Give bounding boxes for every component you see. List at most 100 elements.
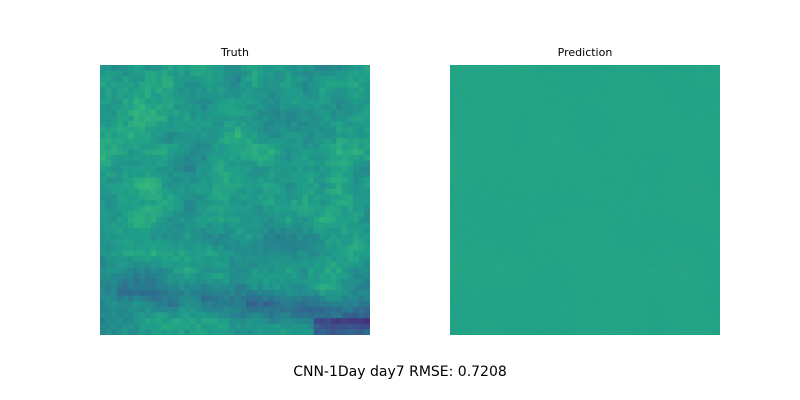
prediction-heatmap-cell (573, 126, 580, 133)
prediction-heatmap-cell (652, 216, 659, 223)
prediction-heatmap-cell (495, 183, 502, 190)
truth-heatmap-cell (167, 110, 174, 117)
truth-heatmap-cell (229, 121, 236, 128)
prediction-heatmap-cell (495, 211, 502, 218)
truth-heatmap-cell (246, 110, 253, 117)
prediction-heatmap-cell (455, 76, 462, 83)
prediction-heatmap-cell (551, 222, 558, 229)
prediction-heatmap-cell (708, 104, 715, 111)
truth-heatmap-cell (235, 132, 242, 139)
truth-heatmap-cell (263, 171, 270, 178)
truth-heatmap-cell (229, 171, 236, 178)
truth-heatmap-cell (161, 284, 168, 291)
truth-heatmap-cell (263, 70, 270, 77)
prediction-heatmap-cell (500, 273, 507, 280)
prediction-heatmap-cell (624, 278, 631, 285)
prediction-heatmap-cell (708, 171, 715, 178)
prediction-heatmap-cell (511, 177, 518, 184)
truth-heatmap-cell (128, 306, 135, 313)
prediction-heatmap-cell (528, 93, 535, 100)
truth-heatmap-cell (235, 312, 242, 319)
truth-heatmap-cell (223, 155, 230, 162)
prediction-heatmap-cell (613, 149, 620, 156)
prediction-heatmap-cell (466, 278, 473, 285)
prediction-heatmap-cell (450, 295, 457, 302)
truth-heatmap-cell (223, 211, 230, 218)
truth-heatmap-cell (313, 261, 320, 268)
prediction-heatmap-cell (585, 98, 592, 105)
prediction-heatmap-cell (450, 81, 457, 88)
truth-heatmap-cell (235, 160, 242, 167)
prediction-heatmap-cell (568, 250, 575, 257)
truth-heatmap-cell (139, 138, 146, 145)
truth-heatmap-cell (128, 211, 135, 218)
truth-heatmap-cell (308, 171, 315, 178)
prediction-heatmap-cell (579, 284, 586, 291)
prediction-heatmap-cell (618, 166, 625, 173)
truth-heatmap-cell (173, 261, 180, 268)
prediction-heatmap-cell (472, 143, 479, 150)
prediction-heatmap-cell (450, 312, 457, 319)
prediction-heatmap-cell (540, 110, 547, 117)
truth-heatmap-cell (280, 318, 287, 325)
truth-heatmap-cell (190, 132, 197, 139)
prediction-heatmap-cell (635, 306, 642, 313)
truth-heatmap-cell (167, 188, 174, 195)
truth-heatmap-cell (246, 273, 253, 280)
truth-heatmap-cell (195, 273, 202, 280)
prediction-heatmap-cell (450, 70, 457, 77)
prediction-heatmap-cell (691, 115, 698, 122)
truth-heatmap-cell (133, 278, 140, 285)
prediction-heatmap-cell (461, 256, 468, 263)
truth-heatmap-cell (257, 70, 264, 77)
prediction-heatmap-cell (607, 93, 614, 100)
truth-heatmap-cell (240, 290, 247, 297)
prediction-heatmap-cell (528, 149, 535, 156)
truth-heatmap-cell (178, 70, 185, 77)
truth-heatmap-cell (105, 228, 112, 235)
truth-heatmap-cell (105, 239, 112, 246)
truth-heatmap-cell (167, 177, 174, 184)
truth-heatmap-cell (302, 278, 309, 285)
truth-heatmap-cell (229, 115, 236, 122)
prediction-heatmap-cell (686, 306, 693, 313)
prediction-heatmap-cell (590, 273, 597, 280)
prediction-heatmap-cell (562, 239, 569, 246)
prediction-heatmap-cell (641, 216, 648, 223)
prediction-heatmap-cell (506, 188, 513, 195)
prediction-heatmap-cell (585, 233, 592, 240)
prediction-heatmap-cell (686, 256, 693, 263)
truth-heatmap-cell (268, 160, 275, 167)
prediction-heatmap-cell (517, 228, 524, 235)
prediction-heatmap-cell (596, 267, 603, 274)
prediction-heatmap-cell (466, 98, 473, 105)
truth-heatmap-cell (122, 87, 129, 94)
prediction-heatmap-cell (511, 306, 518, 313)
truth-heatmap-cell (308, 104, 315, 111)
truth-heatmap-cell (218, 323, 225, 330)
prediction-heatmap-cell (708, 318, 715, 325)
prediction-heatmap-cell (624, 188, 631, 195)
truth-heatmap-cell (173, 228, 180, 235)
truth-heatmap-cell (212, 273, 219, 280)
truth-heatmap-cell (133, 166, 140, 173)
prediction-heatmap-cell (506, 256, 513, 263)
prediction-heatmap-cell (495, 166, 502, 173)
prediction-heatmap-cell (478, 121, 485, 128)
prediction-heatmap-cell (641, 98, 648, 105)
truth-heatmap-cell (341, 205, 348, 212)
prediction-heatmap-cell (601, 295, 608, 302)
truth-heatmap-cell (133, 183, 140, 190)
prediction-heatmap-cell (461, 245, 468, 252)
prediction-heatmap-cell (466, 329, 473, 335)
truth-heatmap-cell (240, 138, 247, 145)
truth-heatmap-cell (246, 93, 253, 100)
prediction-heatmap-cell (478, 267, 485, 274)
prediction-heatmap-cell (500, 132, 507, 139)
truth-heatmap-cell (274, 70, 281, 77)
prediction-heatmap-cell (641, 81, 648, 88)
prediction-heatmap-cell (630, 98, 637, 105)
prediction-heatmap-cell (568, 329, 575, 335)
truth-heatmap-cell (308, 261, 315, 268)
prediction-heatmap-cell (506, 290, 513, 297)
